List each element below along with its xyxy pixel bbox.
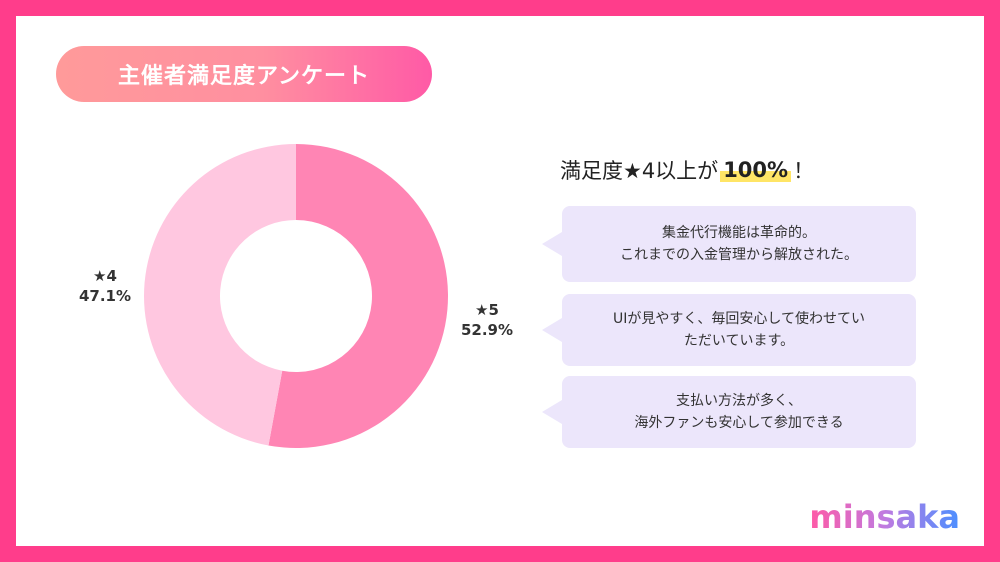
slice-value-star4: 47.1% [78,287,132,305]
comment-bubble-3: 支払い方法が多く、 海外ファンも安心して参加できる [562,376,916,448]
comment-2-line-1: UIが見やすく、毎回安心して使わせてい [613,311,865,327]
headline-suffix: ！ [793,159,815,183]
slice-label-star4: ★4 47.1% [60,266,150,306]
headline: 満足度★4以上が 100% ！ [560,152,940,188]
title-pill: 主催者満足度アンケート [56,46,432,102]
slide-card: 主催者満足度アンケート ★4 47.1% ★5 52.9% 満足度★4以上が 1… [16,16,984,546]
comment-1-line-2: これまでの入金管理から解放された。 [620,247,858,263]
headline-highlight: 100% [720,158,792,182]
slice-category-star4: ★4 [93,267,117,285]
donut-slice-star5 [268,144,449,449]
comment-2-line-2: ただいています。 [683,333,795,349]
slice-value-star5: 52.9% [460,321,514,339]
slide-title: 主催者満足度アンケート [117,64,371,89]
slice-label-star5: ★5 52.9% [442,300,532,340]
comment-3-line-2: 海外ファンも安心して参加できる [634,415,844,431]
donut-slice-star4 [144,144,296,446]
comment-bubble-2: UIが見やすく、毎回安心して使わせてい ただいています。 [562,294,916,366]
comment-1-line-1: 集金代行機能は革命的。 [662,225,816,241]
slice-category-star5: ★5 [475,301,499,319]
donut-chart [144,144,449,449]
comment-3-line-1: 支払い方法が多く、 [676,393,802,409]
comment-bubble-1: 集金代行機能は革命的。 これまでの入金管理から解放された。 [562,206,916,282]
headline-prefix: 満足度★4以上が [560,159,719,183]
brand-logo: minsaka [809,498,960,536]
